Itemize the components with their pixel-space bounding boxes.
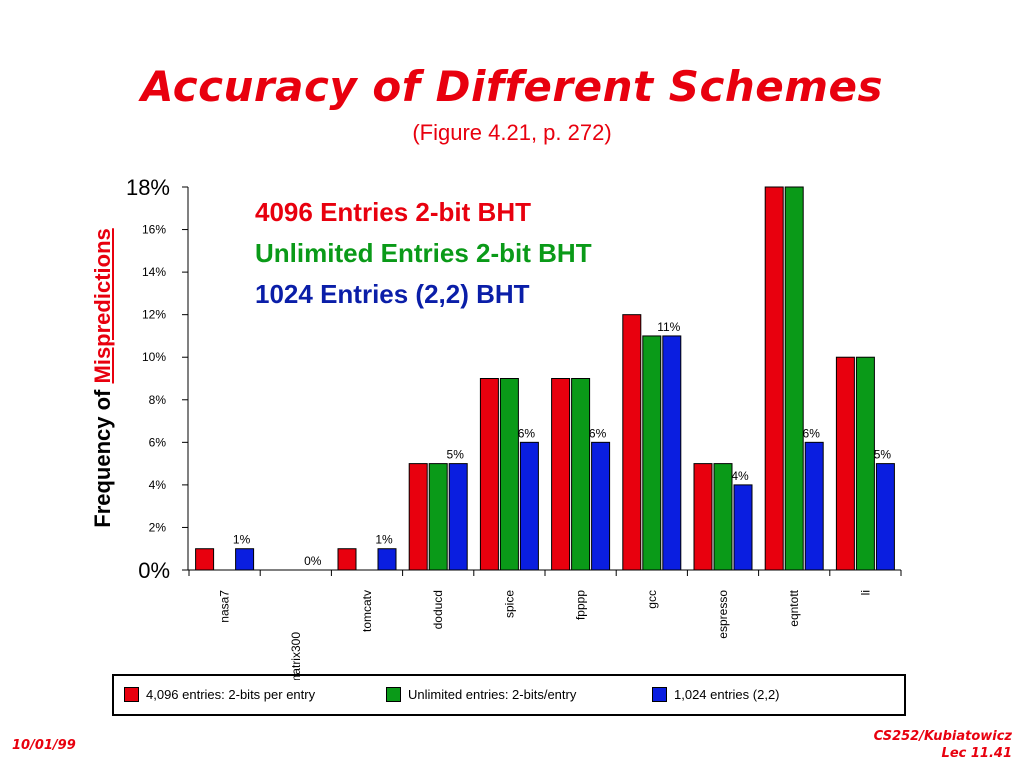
slide-subtitle: (Figure 4.21, p. 272) (412, 120, 612, 145)
footer-lecture: Lec 11.41 (941, 746, 1012, 761)
bar-li-s2 (875, 463, 895, 571)
annotation-unlimited-text: Unlimited Entries 2-bit BHT (255, 238, 592, 268)
y-tick-label: 8% (149, 393, 167, 407)
data-label-doducd: 5% (447, 448, 465, 462)
y-tick-label: 14% (142, 265, 166, 279)
data-label-fpppp: 6% (589, 426, 607, 440)
bar-tomcatv-s0 (337, 548, 357, 571)
bar-tomcatv-s2 (377, 548, 397, 571)
data-label-espresso: 4% (731, 469, 749, 483)
category-label-tomcatv: tomcatv (360, 590, 374, 632)
data-label-matrix300: 0% (304, 554, 322, 568)
category-label-espresso: espresso (716, 590, 730, 639)
category-label-spice: spice (502, 590, 516, 618)
category-label-li: li (858, 590, 872, 595)
y-tick-label: 0% (138, 558, 170, 583)
legend-swatch-blue (652, 687, 667, 702)
footer-date: 10/01/99 (12, 738, 76, 753)
bar-gcc-s2 (662, 335, 682, 571)
y-tick-label: 2% (149, 520, 167, 534)
footer-credits: CS252/Kubiatowicz Lec 11.41 (874, 728, 1012, 762)
bar-li-s0 (835, 356, 855, 571)
category-label-eqntott: eqntott (787, 589, 801, 626)
bar-espresso-s0 (693, 463, 713, 571)
legend-item-1024: 1,024 entries (2,2) (652, 687, 780, 702)
data-label-eqntott: 6% (803, 426, 821, 440)
y-tick-label: 16% (142, 223, 166, 237)
bar-spice-s1 (499, 378, 519, 571)
legend-label-unlimited: Unlimited entries: 2-bits/entry (408, 687, 577, 702)
bar-fpppp-s0 (551, 378, 571, 571)
chart-legend: 4,096 entries: 2-bits per entry Unlimite… (112, 674, 906, 716)
slide-title: Accuracy of Different Schemes (141, 62, 883, 111)
bar-spice-s2 (519, 441, 539, 571)
category-label-fpppp: fpppp (574, 590, 588, 620)
annotation-4096-bht: 4096 Entries 2-bit BHT (255, 197, 531, 228)
bar-gcc-s0 (622, 314, 642, 571)
category-label-matrix300: matrix300 (289, 632, 303, 680)
annotation-1024-text: 1024 Entries (2,2) BHT (255, 279, 530, 309)
annotation-4096-text: 4096 Entries 2-bit BHT (255, 197, 531, 227)
y-tick-label: 18% (126, 175, 170, 200)
legend-swatch-red (124, 687, 139, 702)
legend-item-4096: 4,096 entries: 2-bits per entry (124, 687, 315, 702)
y-tick-label: 12% (142, 308, 166, 322)
y-tick-label: 10% (142, 350, 166, 364)
legend-swatch-green (386, 687, 401, 702)
data-label-gcc: 11% (657, 320, 680, 334)
legend-item-unlimited: Unlimited entries: 2-bits/entry (386, 687, 576, 702)
bar-nasa7-s2 (235, 548, 255, 571)
bar-fpppp-s1 (571, 378, 591, 571)
annotation-unlimited-bht: Unlimited Entries 2-bit BHT (255, 238, 592, 269)
bar-nasa7-s0 (195, 548, 215, 571)
category-label-nasa7: nasa7 (218, 590, 232, 623)
bar-doducd-s0 (408, 463, 428, 571)
data-label-spice: 6% (518, 426, 536, 440)
bar-doducd-s2 (448, 463, 468, 571)
data-label-nasa7: 1% (233, 533, 251, 547)
bar-espresso-s2 (733, 484, 753, 571)
data-label-tomcatv: 1% (375, 533, 393, 547)
bar-fpppp-s2 (591, 441, 611, 571)
bar-li-s1 (855, 356, 875, 571)
bar-spice-s0 (479, 378, 499, 571)
bar-espresso-s1 (713, 463, 733, 571)
bar-chart: 0% 2% 4% 6% 8% 10% 12% 14% 16% 18% 1% nasa7 0% matrix… (126, 175, 902, 680)
footer-course: CS252/Kubiatowicz (873, 729, 1012, 744)
annotation-1024-bht: 1024 Entries (2,2) BHT (255, 279, 530, 310)
data-label-li: 5% (874, 448, 892, 462)
category-label-gcc: gcc (645, 590, 659, 609)
legend-label-1024: 1,024 entries (2,2) (674, 687, 780, 702)
bar-gcc-s1 (642, 335, 662, 571)
bar-eqntott-s2 (804, 441, 824, 571)
y-tick-label: 4% (149, 478, 167, 492)
bar-doducd-s1 (428, 463, 448, 571)
bar-eqntott-s0 (764, 186, 784, 571)
category-label-doducd: doducd (431, 590, 445, 629)
y-tick-label: 6% (149, 435, 167, 449)
legend-label-4096: 4,096 entries: 2-bits per entry (146, 687, 316, 702)
bar-eqntott-s1 (784, 186, 804, 571)
